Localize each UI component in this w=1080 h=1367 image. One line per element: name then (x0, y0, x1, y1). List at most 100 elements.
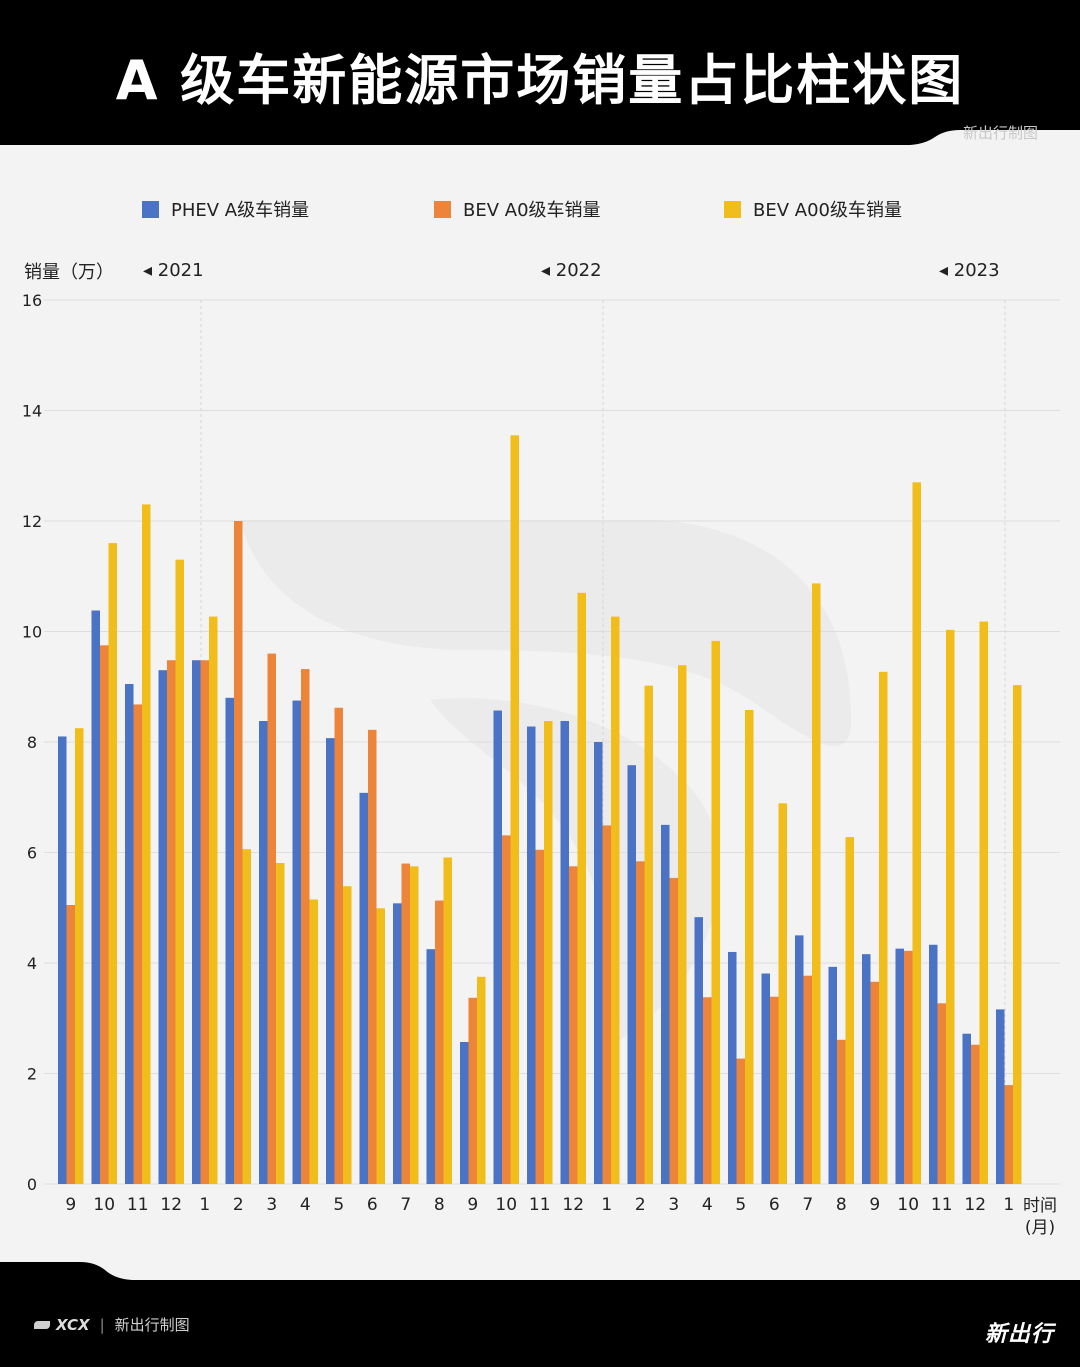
x-tick-label: 4 (702, 1195, 713, 1215)
page-title: A 级车新能源市场销量占比柱状图 (115, 49, 965, 112)
bar-bev-a0 (669, 877, 678, 1184)
bar-bev-a0 (703, 997, 712, 1184)
bar-phev (493, 710, 502, 1184)
x-tick-label: 6 (769, 1195, 780, 1215)
x-tick-label: 10 (495, 1195, 517, 1215)
bar-bev-a00 (946, 629, 955, 1184)
footer-brand-icon (34, 1320, 50, 1329)
bar-phev (761, 973, 770, 1184)
bar-phev (58, 736, 67, 1184)
x-tick-label: 11 (529, 1195, 551, 1215)
footer-credit-text: 新出行制图 (114, 1316, 190, 1334)
bar-bev-a00 (209, 616, 218, 1184)
bar-phev (158, 670, 167, 1184)
bar-bev-a00 (75, 728, 84, 1184)
x-tick-label: 1 (601, 1195, 612, 1215)
bar-bev-a00 (644, 685, 653, 1184)
y-tick-labels: 0 2 4 6 8 10 12 14 16 (22, 291, 42, 1194)
bar-bev-a0 (234, 521, 243, 1184)
watermark-shape (240, 520, 852, 747)
bar-bev-a0 (435, 900, 444, 1184)
bar-bev-a00 (611, 616, 620, 1184)
y-tick-label: 4 (27, 954, 37, 973)
footer-credit: XCX | 新出行制图 (34, 1314, 190, 1335)
bar-bev-a00 (142, 504, 151, 1184)
bar-phev (359, 792, 368, 1184)
bar-phev (661, 824, 670, 1184)
bar-bev-a00 (544, 721, 553, 1184)
header-credit: 新出行制图 (962, 124, 1038, 142)
bar-bev-a00 (879, 671, 888, 1184)
x-tick-label: 1 (1003, 1195, 1014, 1215)
x-tick-label: 6 (367, 1195, 378, 1215)
y-tick-label: 0 (27, 1175, 37, 1194)
x-tick-labels: 9 10 11 12 1 2 3 4 5 6 7 8 9 10 11 12 1 2 3 4 5 6 7 8 9 10 11 12 1 时间… (65, 1195, 1057, 1238)
bar-phev (393, 903, 402, 1184)
bar-bev-a0 (100, 645, 109, 1184)
legend-swatch-phev (142, 200, 159, 218)
bar-bev-a0 (937, 1003, 946, 1184)
x-tick-label: 4 (300, 1195, 311, 1215)
bar-bev-a00 (845, 837, 854, 1184)
footer-logo: 新出行 (984, 1322, 1054, 1347)
bar-bev-a00 (912, 482, 921, 1184)
year-marker-2021: ◂ 2021 (143, 260, 204, 281)
x-tick-label: 12 (160, 1195, 182, 1215)
bar-bev-a0 (602, 825, 611, 1184)
bar-bev-a00 (108, 543, 117, 1184)
year-marker-2023: ◂ 2023 (939, 260, 1000, 281)
header-background (0, 0, 1080, 145)
bar-phev (527, 726, 536, 1184)
bar-bev-a0 (200, 660, 209, 1184)
bar-bev-a0 (803, 975, 812, 1184)
header: A 级车新能源市场销量占比柱状图 新出行制图 (0, 0, 1080, 150)
bar-phev (292, 700, 301, 1184)
bar-bev-a0 (535, 849, 544, 1184)
bar-phev (225, 697, 234, 1184)
y-tick-label: 6 (27, 844, 37, 863)
bar-bev-a0 (468, 997, 477, 1184)
y-tick-label: 2 (27, 1065, 37, 1084)
y-tick-label: 8 (27, 733, 37, 752)
bar-bev-a0 (1004, 1085, 1013, 1184)
legend-swatch-bev-a0 (434, 200, 451, 218)
bar-bev-a0 (870, 981, 879, 1184)
y-tick-label: 14 (22, 402, 42, 421)
bar-phev (460, 1042, 469, 1184)
bar-phev (259, 721, 268, 1184)
x-tick-label: 2 (635, 1195, 646, 1215)
x-tick-label: 12 (562, 1195, 584, 1215)
bar-bev-a00 (343, 886, 352, 1184)
bar-phev (895, 948, 904, 1184)
x-tick-label: 8 (434, 1195, 445, 1215)
bar-bev-a00 (242, 849, 251, 1184)
legend-item-bev-a0: BEV A0级车销量 (434, 196, 601, 222)
legend-item-bev-a00: BEV A00级车销量 (724, 196, 902, 222)
legend-label-phev: PHEV A级车销量 (171, 200, 310, 221)
bar-bev-a0 (133, 704, 142, 1184)
bar-bev-a00 (443, 857, 452, 1184)
bar-bev-a0 (502, 835, 511, 1184)
legend: PHEV A级车销量 BEV A0级车销量 BEV A00级车销量 (0, 196, 1080, 226)
bar-bev-a00 (477, 976, 486, 1184)
bar-bev-a00 (577, 592, 586, 1184)
bar-phev (862, 954, 871, 1184)
bar-bev-a00 (812, 583, 821, 1184)
y-tick-label: 16 (22, 291, 42, 310)
bar-bev-a00 (175, 559, 184, 1184)
x-tick-label: 1 (199, 1195, 210, 1215)
bars (58, 435, 1022, 1184)
bar-bev-a0 (334, 707, 343, 1184)
bar-bev-a00 (510, 435, 519, 1184)
y-tick-label: 10 (22, 623, 42, 642)
bar-bev-a00 (309, 899, 318, 1184)
bar-bev-a00 (711, 640, 720, 1184)
x-tick-label: 7 (400, 1195, 411, 1215)
legend-label-bev-a00: BEV A00级车销量 (753, 200, 902, 221)
bar-bev-a0 (267, 653, 276, 1184)
bar-bev-a0 (837, 1039, 846, 1184)
bar-bev-a0 (167, 660, 176, 1184)
x-tick-label: 3 (668, 1195, 679, 1215)
legend-label-bev-a0: BEV A0级车销量 (463, 200, 601, 221)
